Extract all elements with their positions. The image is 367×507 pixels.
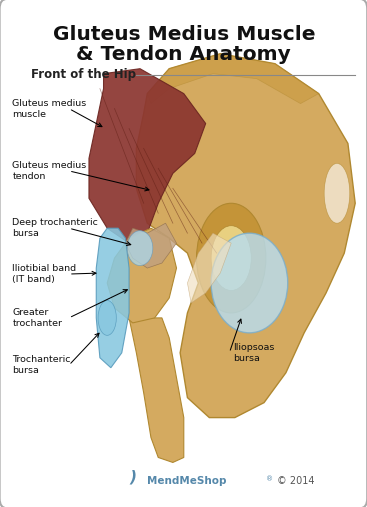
Polygon shape <box>137 54 355 418</box>
Polygon shape <box>147 54 319 103</box>
Text: Gluteus Medius Muscle: Gluteus Medius Muscle <box>52 25 315 44</box>
Text: MendMeShop: MendMeShop <box>147 477 227 486</box>
Text: ): ) <box>129 469 136 484</box>
Polygon shape <box>129 318 184 462</box>
Text: & Tendon Anatomy: & Tendon Anatomy <box>76 45 291 64</box>
Text: Gluteus medius
muscle: Gluteus medius muscle <box>12 98 87 119</box>
Ellipse shape <box>197 203 266 313</box>
Text: Greater
trochanter: Greater trochanter <box>12 308 62 328</box>
Polygon shape <box>107 228 177 323</box>
Text: Front of the Hip: Front of the Hip <box>30 68 135 81</box>
Polygon shape <box>89 68 206 243</box>
Ellipse shape <box>324 163 350 223</box>
Text: Gluteus medius
tendon: Gluteus medius tendon <box>12 161 87 181</box>
Text: Iliopsoas
bursa: Iliopsoas bursa <box>233 343 275 363</box>
Polygon shape <box>188 233 231 303</box>
Text: Trochanteric
bursa: Trochanteric bursa <box>12 355 71 375</box>
Text: ®: ® <box>266 476 273 482</box>
Ellipse shape <box>98 301 116 335</box>
Text: © 2014: © 2014 <box>277 477 314 486</box>
Text: Iliotibial band
(IT band): Iliotibial band (IT band) <box>12 264 76 284</box>
Ellipse shape <box>127 231 153 266</box>
Polygon shape <box>126 223 177 268</box>
Ellipse shape <box>211 233 288 333</box>
Text: Deep trochanteric
bursa: Deep trochanteric bursa <box>12 218 98 238</box>
Ellipse shape <box>211 226 251 291</box>
Polygon shape <box>96 228 129 368</box>
